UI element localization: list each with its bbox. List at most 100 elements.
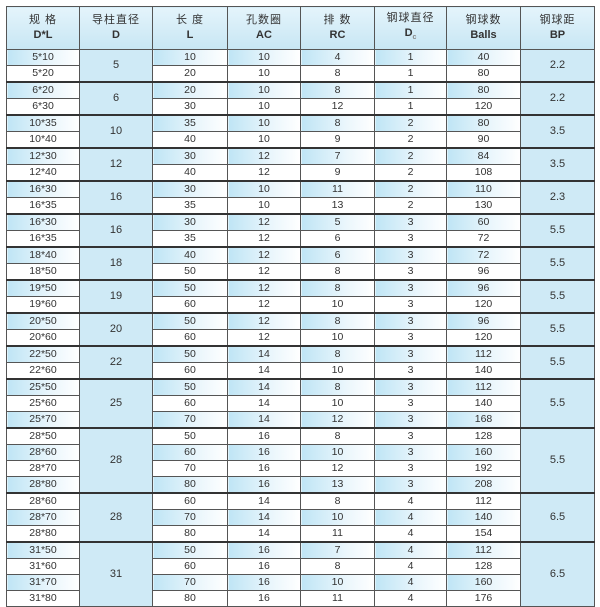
cell-hole-circles: 10 bbox=[227, 98, 301, 116]
table-row: 16*30 16 30 10 11 2 110 2.3 bbox=[6, 180, 595, 215]
cell-ball-diameter: 2 bbox=[374, 131, 447, 149]
cell-ball-diameter: 1 bbox=[374, 81, 447, 99]
cell-row-count: 8 bbox=[300, 81, 375, 99]
header-symbol: RC bbox=[329, 29, 346, 41]
table-row: 28*60 28 60 14 8 4 112 6.5 bbox=[6, 492, 595, 543]
cell-ball-pitch: 5.5 bbox=[520, 427, 595, 494]
cell-ball-diameter: 4 bbox=[374, 574, 447, 591]
cell-spec: 22*50 bbox=[6, 345, 80, 363]
cell-hole-circles: 14 bbox=[227, 395, 301, 412]
header-cn-label: 排 数 bbox=[323, 14, 352, 26]
cell-ball-count: 80 bbox=[446, 81, 521, 99]
table-row: 22*60 60 14 10 3 140 bbox=[6, 362, 595, 380]
cell-length: 30 bbox=[152, 180, 228, 198]
table-row: 19*50 19 50 12 8 3 96 5.5 bbox=[6, 279, 595, 314]
cell-ball-count: 96 bbox=[446, 263, 521, 281]
header-cn-label: 钢球数 bbox=[465, 14, 502, 26]
header-subscript: c bbox=[412, 34, 417, 42]
cell-ball-count: 140 bbox=[446, 395, 521, 412]
cell-spec: 18*50 bbox=[6, 263, 80, 281]
cell-row-count: 8 bbox=[300, 279, 375, 297]
header-ball-diameter: 钢球直径 Dc bbox=[374, 6, 447, 50]
cell-length: 35 bbox=[152, 197, 228, 215]
cell-hole-circles: 14 bbox=[227, 378, 301, 396]
header-cn-label: 长 度 bbox=[175, 14, 205, 26]
cell-length: 50 bbox=[152, 541, 228, 559]
table-row: 28*70 70 16 12 3 192 bbox=[6, 460, 595, 477]
cell-ball-count: 112 bbox=[446, 541, 521, 559]
cell-ball-count: 208 bbox=[446, 476, 521, 494]
header-symbol: D bbox=[404, 26, 413, 39]
cell-ball-diameter: 1 bbox=[374, 49, 447, 66]
cell-ball-pitch: 5.5 bbox=[520, 378, 595, 429]
cell-row-count: 10 bbox=[300, 329, 375, 347]
cell-ball-pitch: 5.5 bbox=[520, 246, 595, 281]
cell-spec: 16*30 bbox=[6, 213, 80, 231]
cell-ball-count: 128 bbox=[446, 427, 521, 445]
cell-ball-count: 112 bbox=[446, 378, 521, 396]
cell-ball-count: 90 bbox=[446, 131, 521, 149]
table-row: 18*40 18 40 12 6 3 72 5.5 bbox=[6, 246, 595, 281]
cell-row-count: 12 bbox=[300, 460, 375, 477]
cell-ball-count: 130 bbox=[446, 197, 521, 215]
cell-length: 50 bbox=[152, 279, 228, 297]
cell-spec: 18*40 bbox=[6, 246, 80, 264]
cell-ball-diameter: 3 bbox=[374, 263, 447, 281]
cell-ball-count: 160 bbox=[446, 574, 521, 591]
cell-row-count: 9 bbox=[300, 131, 375, 149]
header-cn-label: 孔数圈 bbox=[246, 14, 282, 26]
cell-length: 30 bbox=[152, 98, 228, 116]
header-row: 规 格 D*L 导柱直径 D 长 度 L 孔数圈 AC 排 数 RC 钢球直径 Dc 钢球数 Balls 钢… bbox=[6, 6, 595, 50]
cell-spec: 31*80 bbox=[6, 590, 80, 607]
table-row: 22*50 22 50 14 8 3 112 5.5 bbox=[6, 345, 595, 380]
cell-length: 60 bbox=[152, 395, 228, 412]
cell-ball-diameter: 4 bbox=[374, 558, 447, 575]
header-cn-label: 导柱直径 bbox=[92, 14, 140, 26]
cell-ball-diameter: 3 bbox=[374, 476, 447, 494]
header-cn-label: 钢球直径 bbox=[386, 11, 435, 24]
cell-row-count: 10 bbox=[300, 444, 375, 461]
cell-spec: 31*70 bbox=[6, 574, 80, 591]
cell-length: 70 bbox=[152, 574, 228, 591]
cell-guide-diameter: 28 bbox=[79, 492, 153, 543]
header-en-label: D*L bbox=[7, 28, 79, 43]
cell-length: 50 bbox=[152, 312, 228, 330]
cell-guide-diameter: 25 bbox=[79, 378, 153, 429]
cell-length: 30 bbox=[152, 147, 228, 165]
cell-ball-count: 120 bbox=[446, 98, 521, 116]
cell-spec: 22*60 bbox=[6, 362, 80, 380]
cell-guide-diameter: 20 bbox=[79, 312, 153, 347]
cell-hole-circles: 12 bbox=[227, 230, 301, 248]
cell-ball-diameter: 3 bbox=[374, 444, 447, 461]
cell-row-count: 11 bbox=[300, 180, 375, 198]
cell-length: 60 bbox=[152, 492, 228, 510]
cell-ball-pitch: 3.5 bbox=[520, 147, 595, 182]
cell-ball-pitch: 5.5 bbox=[520, 312, 595, 347]
header-guide-diameter: 导柱直径 D bbox=[79, 6, 153, 50]
cell-hole-circles: 12 bbox=[227, 263, 301, 281]
cell-ball-count: 60 bbox=[446, 213, 521, 231]
cell-spec: 25*70 bbox=[6, 411, 80, 429]
cell-row-count: 8 bbox=[300, 492, 375, 510]
cell-row-count: 8 bbox=[300, 312, 375, 330]
cell-hole-circles: 12 bbox=[227, 246, 301, 264]
cell-spec: 28*60 bbox=[6, 492, 80, 510]
cell-length: 80 bbox=[152, 476, 228, 494]
cell-row-count: 8 bbox=[300, 114, 375, 132]
cell-length: 10 bbox=[152, 49, 228, 66]
cell-length: 50 bbox=[152, 378, 228, 396]
cell-length: 80 bbox=[152, 525, 228, 543]
cell-ball-diameter: 3 bbox=[374, 395, 447, 412]
cell-ball-pitch: 2.3 bbox=[520, 180, 595, 215]
cell-guide-diameter: 16 bbox=[79, 180, 153, 215]
cell-hole-circles: 16 bbox=[227, 558, 301, 575]
header-en-label: L bbox=[153, 28, 227, 43]
cell-ball-count: 40 bbox=[446, 49, 521, 66]
table-row: 16*35 35 12 6 3 72 bbox=[6, 230, 595, 248]
cell-hole-circles: 12 bbox=[227, 312, 301, 330]
cell-ball-count: 80 bbox=[446, 114, 521, 132]
cell-hole-circles: 16 bbox=[227, 476, 301, 494]
cell-hole-circles: 14 bbox=[227, 525, 301, 543]
cell-guide-diameter: 10 bbox=[79, 114, 153, 149]
cell-row-count: 8 bbox=[300, 345, 375, 363]
